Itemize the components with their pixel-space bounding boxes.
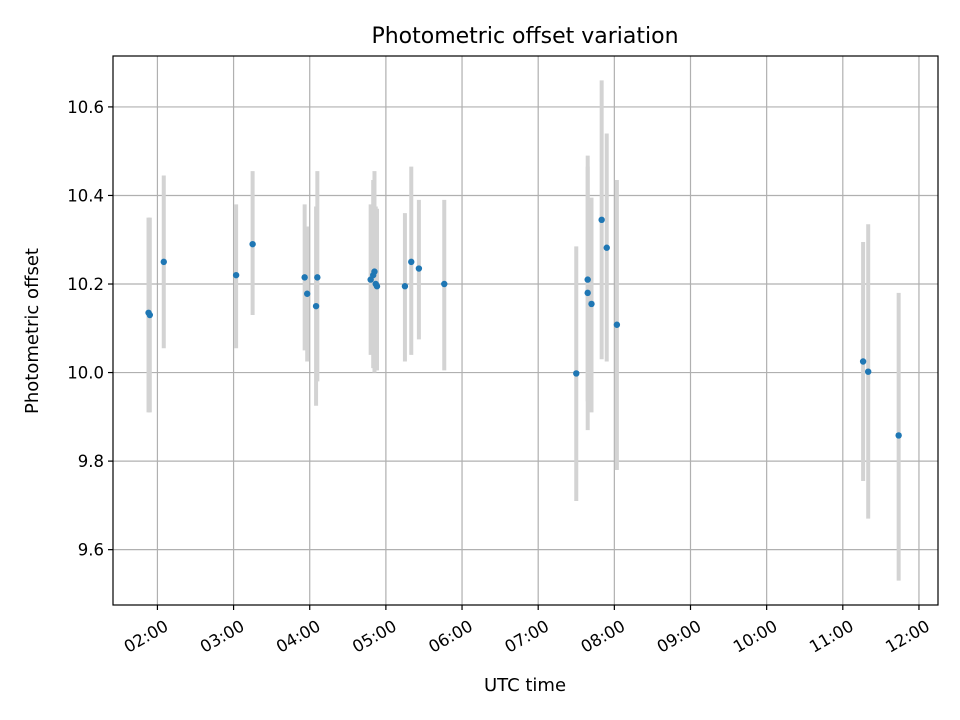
data-point xyxy=(249,240,256,248)
x-tick-label: 06:00 xyxy=(425,616,476,656)
plot-frame xyxy=(112,55,939,606)
data-point xyxy=(373,283,381,290)
data-point xyxy=(232,271,240,279)
data-points xyxy=(145,216,902,439)
data-point xyxy=(160,258,167,266)
x-tick-label: 07:00 xyxy=(502,616,553,656)
y-axis-label: Photometric offset xyxy=(22,248,43,414)
data-point xyxy=(441,280,448,288)
x-axis-label: UTC time xyxy=(484,675,566,696)
y-tick-label: 10.4 xyxy=(67,186,104,205)
data-point xyxy=(303,290,311,297)
x-tick-label: 11:00 xyxy=(806,616,857,656)
y-tick-label: 10.6 xyxy=(67,98,104,117)
data-point xyxy=(859,358,867,365)
y-tick-label: 10.2 xyxy=(67,275,104,294)
x-tick-label: 09:00 xyxy=(654,616,705,656)
data-point xyxy=(415,265,423,272)
x-tick-label: 10:00 xyxy=(730,616,781,656)
x-tick-label: 03:00 xyxy=(197,616,248,656)
y-tick-label: 9.6 xyxy=(78,541,104,560)
x-tick-label: 04:00 xyxy=(273,616,324,656)
x-axis-ticks: 02:00 03:00 04:00 05:00 06:00 07:00 08:00 09:00… xyxy=(121,605,933,657)
data-point xyxy=(584,276,591,283)
x-tick-label: 02:00 xyxy=(121,616,172,656)
error-bars xyxy=(146,80,901,581)
data-point xyxy=(588,300,595,308)
data-point xyxy=(408,258,415,266)
data-point xyxy=(146,311,154,319)
data-point xyxy=(371,268,378,275)
grid xyxy=(113,56,938,605)
chart-title: Photometric offset variation xyxy=(371,24,678,49)
y-tick-label: 9.8 xyxy=(78,452,104,471)
y-tick-label: 10.0 xyxy=(67,364,104,383)
data-point xyxy=(573,370,580,377)
data-point xyxy=(301,274,308,281)
data-point xyxy=(895,432,902,439)
data-point xyxy=(401,283,409,290)
x-tick-label: 08:00 xyxy=(578,616,629,656)
data-point xyxy=(603,244,610,251)
data-point xyxy=(598,216,605,224)
data-point xyxy=(584,289,591,297)
data-point xyxy=(613,321,621,328)
data-point xyxy=(314,274,321,281)
data-point xyxy=(864,368,872,375)
x-tick-label: 05:00 xyxy=(349,616,400,656)
y-axis-ticks: 9.6 9.8 10.0 10.2 10.4 10.6 xyxy=(67,98,113,560)
x-tick-label: 12:00 xyxy=(882,616,933,656)
data-point xyxy=(312,302,320,310)
